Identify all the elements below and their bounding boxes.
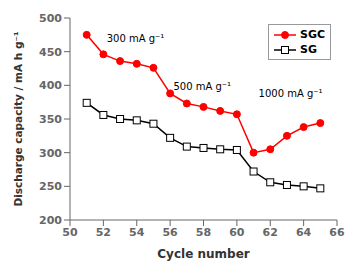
svg-text:200: 200 [39,214,62,227]
svg-text:60: 60 [229,226,245,239]
svg-text:50: 50 [62,226,78,239]
svg-text:450: 450 [39,46,62,59]
svg-text:500 mA g⁻¹: 500 mA g⁻¹ [173,81,231,92]
svg-text:300: 300 [39,147,62,160]
svg-text:64: 64 [296,226,312,239]
html-text:SGC: SGC [300,28,325,41]
html-text:SG: SG [300,43,317,56]
svg-text:56: 56 [162,226,178,239]
svg-text:Cycle number: Cycle number [157,247,249,261]
svg-text:62: 62 [263,226,278,239]
svg-text:500: 500 [39,12,62,25]
svg-text:Discharge capacity / mA h g⁻¹: Discharge capacity / mA h g⁻¹ [12,31,24,206]
svg-text:1000 mA g⁻¹: 1000 mA g⁻¹ [259,88,323,99]
svg-text:52: 52 [96,226,111,239]
svg-text:250: 250 [39,180,62,193]
svg-text:400: 400 [39,79,62,92]
svg-text:350: 350 [39,113,62,126]
svg-text:66: 66 [329,226,345,239]
svg-text:300 mA g⁻¹: 300 mA g⁻¹ [107,33,165,44]
svg-text:54: 54 [129,226,145,239]
svg-text:58: 58 [196,226,211,239]
